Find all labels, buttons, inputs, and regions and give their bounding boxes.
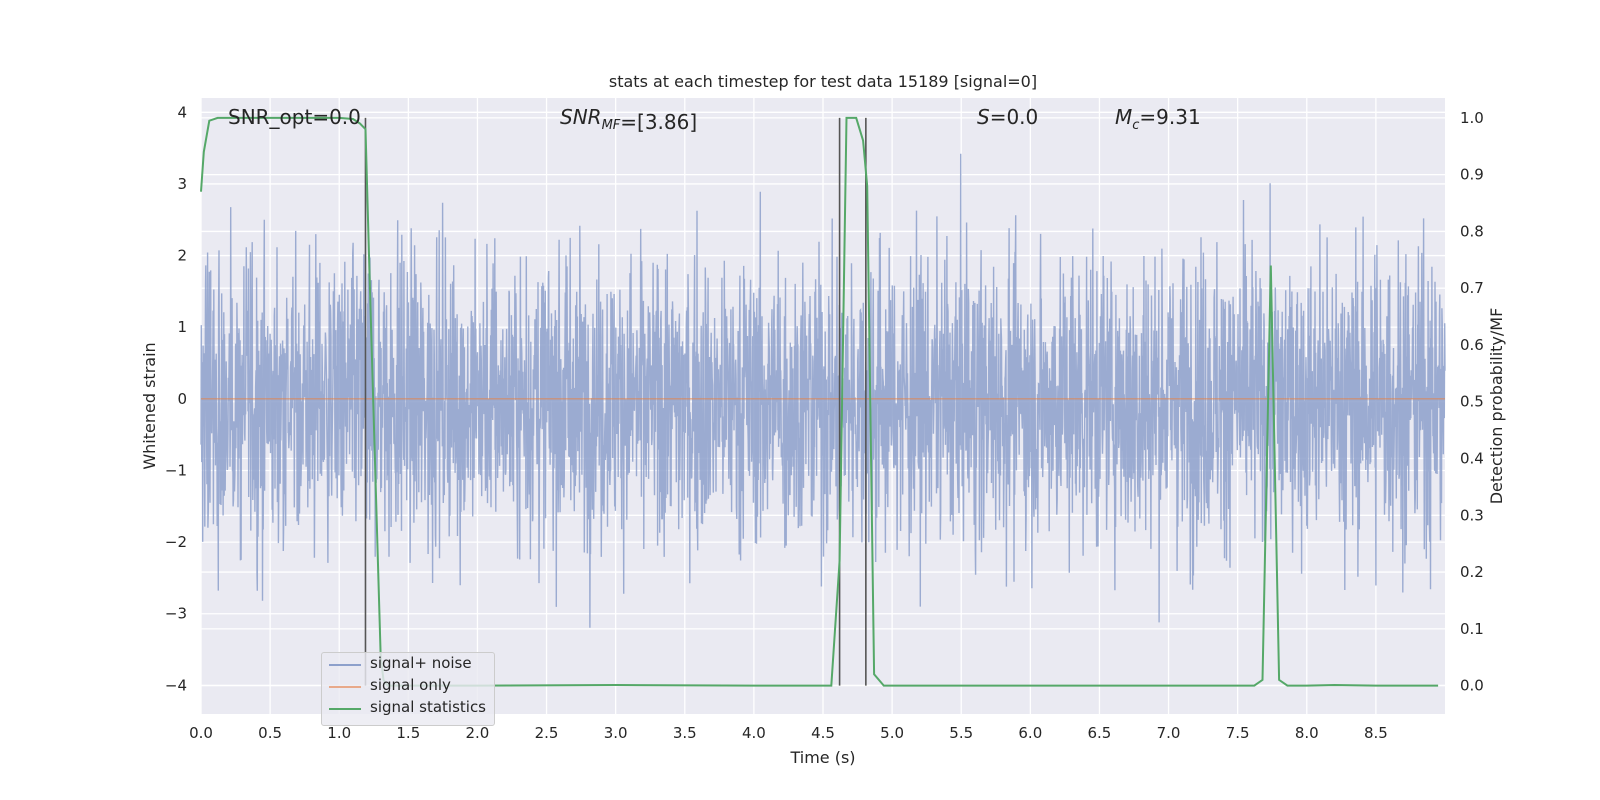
annotation-s-value: =0.0 [990, 105, 1039, 129]
x-tick-label-2: 1.0 [327, 724, 351, 742]
annotation-mc-value: =9.31 [1139, 105, 1200, 129]
vertical-lines [364, 117, 867, 686]
y-right-tick-label-0: 0.0 [1460, 677, 1484, 695]
y-left-tick-label-5: 1 [177, 318, 187, 336]
x-tick-label-10: 5.0 [880, 724, 904, 742]
x-tick-label-12: 6.0 [1018, 724, 1042, 742]
y-right-tick-label-1: 0.1 [1460, 620, 1484, 638]
noise-line [200, 153, 1446, 628]
y-left-tick-label-0: −4 [165, 676, 187, 694]
y-left-tick-label-3: −1 [165, 461, 187, 479]
y-axis-label-right: Detection probability/MF [1487, 308, 1506, 505]
y-right-tick-label-7: 0.7 [1460, 279, 1484, 297]
y-left-tick-label-7: 3 [177, 175, 187, 193]
x-tick-label-4: 2.0 [466, 724, 490, 742]
x-tick-label-6: 3.0 [604, 724, 628, 742]
y-right-tick-label-3: 0.3 [1460, 506, 1484, 524]
x-tick-label-16: 8.0 [1295, 724, 1319, 742]
y-right-tick-label-5: 0.5 [1460, 393, 1484, 411]
x-tick-label-7: 3.5 [673, 724, 697, 742]
x-tick-label-1: 0.5 [258, 724, 282, 742]
y-right-tick-label-6: 0.6 [1460, 336, 1484, 354]
statistics-series [200, 116, 1439, 687]
annotation-mc: Mc=9.31 [1115, 105, 1201, 133]
x-tick-label-17: 8.5 [1364, 724, 1388, 742]
x-tick-label-13: 6.5 [1088, 724, 1112, 742]
x-tick-label-15: 7.5 [1226, 724, 1250, 742]
y-left-tick-label-1: −3 [165, 605, 187, 623]
x-tick-label-3: 1.5 [396, 724, 420, 742]
legend: signal+ noise signal only signal statist… [321, 652, 495, 726]
y-right-tick-label-4: 0.4 [1460, 450, 1484, 468]
annotation-s: S=0.0 [977, 105, 1038, 129]
y-left-tick-label-6: 2 [177, 247, 187, 265]
y-left-tick-label-2: −2 [165, 533, 187, 551]
y-left-tick-label-4: 0 [177, 390, 187, 408]
x-tick-label-8: 4.0 [742, 724, 766, 742]
annotation-snr-opt: SNR_opt=0.0 [228, 105, 361, 129]
x-tick-label-14: 7.0 [1157, 724, 1181, 742]
y-right-tick-label-2: 0.2 [1460, 563, 1484, 581]
x-tick-label-9: 4.5 [811, 724, 835, 742]
statistics-line [200, 116, 1439, 687]
y-left-tick-label-8: 4 [177, 103, 187, 121]
x-tick-label-5: 2.5 [535, 724, 559, 742]
legend-item-noise: signal+ noise [322, 653, 494, 675]
x-tick-label-11: 5.5 [949, 724, 973, 742]
legend-label-noise: signal+ noise [370, 654, 472, 672]
legend-swatch-statistics [329, 708, 361, 710]
annotation-snr-mf-value: =[3.86] [620, 110, 697, 134]
annotation-snr-mf: SNRMF=[3.86] [560, 105, 697, 134]
legend-item-statistics: signal statistics [322, 697, 494, 719]
y-right-tick-label-8: 0.8 [1460, 222, 1484, 240]
x-tick-labels: 0.0 0.5 1.0 1.5 2.0 2.5 3.0 3.5 4.0 4.5 5.0 5.5 6.0 6… [189, 724, 1388, 742]
y-left-tick-labels: −4 −3 −2 −1 0 1 2 3 4 [165, 103, 187, 694]
noise-series [200, 153, 1446, 628]
y-axis-label-left: Whitened strain [140, 342, 159, 469]
x-tick-label-0: 0.0 [189, 724, 213, 742]
legend-item-signal: signal only [322, 675, 494, 697]
y-right-tick-label-9: 0.9 [1460, 166, 1484, 184]
legend-swatch-signal [329, 686, 361, 688]
chart-title: stats at each timestep for test data 151… [609, 72, 1037, 91]
x-axis-label: Time (s) [789, 748, 855, 767]
legend-label-signal: signal only [370, 676, 451, 694]
legend-label-statistics: signal statistics [370, 698, 487, 716]
y-right-tick-labels: 0.0 0.1 0.2 0.3 0.4 0.5 0.6 0.7 0.8 0.9 1.0 [1460, 109, 1484, 695]
y-right-tick-label-10: 1.0 [1460, 109, 1484, 127]
legend-swatch-noise [329, 664, 361, 666]
